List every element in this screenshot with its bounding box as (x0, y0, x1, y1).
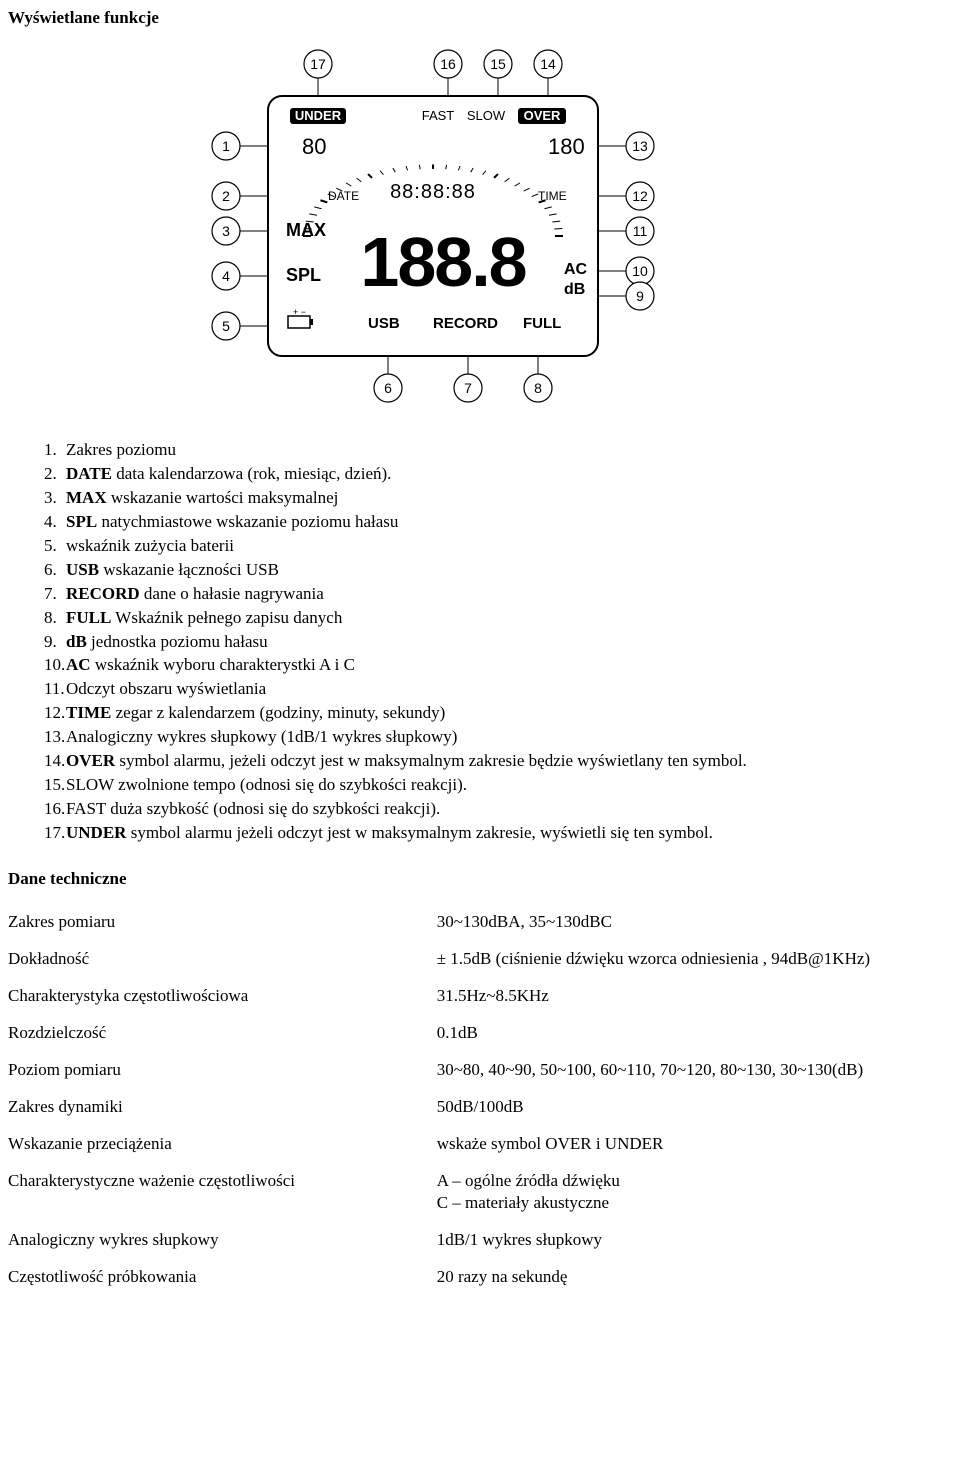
svg-text:180: 180 (548, 134, 585, 159)
functions-list: 1. Zakres poziomu2. DATE data kalendarzo… (44, 439, 940, 845)
svg-text:FULL: FULL (523, 315, 561, 332)
spec-label: Wskazanie przeciążenia (8, 1129, 437, 1166)
function-item: 6. USB wskazanie łączności USB (44, 559, 940, 582)
spec-row: Dokładność± 1.5dB (ciśnienie dźwięku wzo… (8, 944, 940, 981)
svg-text:SPL: SPL (286, 265, 321, 285)
function-item: 10. AC wskaźnik wyboru charakterystki A … (44, 654, 940, 677)
svg-text:DATE: DATE (328, 189, 359, 203)
spec-value: 50dB/100dB (437, 1092, 940, 1129)
svg-text:5: 5 (222, 318, 230, 334)
spec-label: Zakres pomiaru (8, 907, 437, 944)
function-item: 11. Odczyt obszaru wyświetlania (44, 678, 940, 701)
svg-text:9: 9 (636, 288, 644, 304)
spec-value: 20 razy na sekundę (437, 1262, 940, 1299)
spec-row: Rozdzielczość0.1dB (8, 1018, 940, 1055)
function-item: 13. Analogiczny wykres słupkowy (1dB/1 w… (44, 726, 940, 749)
svg-text:17: 17 (310, 56, 326, 72)
svg-text:88:88:88: 88:88:88 (390, 181, 476, 203)
spec-label: Analogiczny wykres słupkowy (8, 1225, 437, 1262)
svg-text:14: 14 (540, 56, 556, 72)
spec-row: Analogiczny wykres słupkowy1dB/1 wykres … (8, 1225, 940, 1262)
spec-value: 30~130dBA, 35~130dBC (437, 907, 940, 944)
svg-text:11: 11 (633, 223, 648, 239)
spec-row: Charakterystyka częstotliwościowa31.5Hz~… (8, 981, 940, 1018)
spec-value: 30~80, 40~90, 50~100, 60~110, 70~120, 80… (437, 1055, 940, 1092)
spec-label: Charakterystyka częstotliwościowa (8, 981, 437, 1018)
function-item: 4. SPL natychmiastowe wskazanie poziomu … (44, 511, 940, 534)
spec-value: 31.5Hz~8.5KHz (437, 981, 940, 1018)
svg-text:188.8: 188.8 (360, 223, 525, 301)
function-item: 17. UNDER symbol alarmu jeżeli odczyt je… (44, 822, 940, 845)
svg-text:OVER: OVER (524, 108, 561, 123)
spec-value: wskaże symbol OVER i UNDER (437, 1129, 940, 1166)
spec-row: Zakres pomiaru30~130dBA, 35~130dBC (8, 907, 940, 944)
spec-row: Poziom pomiaru30~80, 40~90, 50~100, 60~1… (8, 1055, 940, 1092)
svg-text:10: 10 (632, 263, 648, 279)
function-item: 12. TIME zegar z kalendarzem (godziny, m… (44, 702, 940, 725)
function-item: 15. SLOW zwolnione tempo (odnosi się do … (44, 774, 940, 797)
spec-label: Dokładność (8, 944, 437, 981)
function-item: 5. wskaźnik zużycia baterii (44, 535, 940, 558)
function-item: 8. FULL Wskaźnik pełnego zapisu danych (44, 607, 940, 630)
svg-text:16: 16 (440, 56, 456, 72)
spec-label: Charakterystyczne ważenie częstotliwości (8, 1166, 437, 1226)
svg-text:RECORD: RECORD (433, 315, 498, 332)
svg-text:FAST: FAST (422, 108, 455, 123)
spec-value: 0.1dB (437, 1018, 940, 1055)
function-item: 14. OVER symbol alarmu, jeżeli odczyt je… (44, 750, 940, 773)
section-title-specs: Dane techniczne (8, 869, 940, 889)
function-item: 9. dB jednostka poziomu hałasu (44, 631, 940, 654)
function-item: 7. RECORD dane o hałasie nagrywania (44, 583, 940, 606)
spec-label: Rozdzielczość (8, 1018, 437, 1055)
svg-text:AC: AC (564, 261, 588, 278)
svg-text:7: 7 (464, 380, 472, 396)
spec-value: A – ogólne źródła dźwięku C – materiały … (437, 1166, 940, 1226)
spec-table: Zakres pomiaru30~130dBA, 35~130dBCDokład… (8, 907, 940, 1299)
svg-text:1: 1 (222, 138, 230, 154)
lcd-diagram-container: UNDER FAST SLOW OVER 80 180 DATE 88:88:88 TIME MA… (168, 46, 940, 411)
svg-text:80: 80 (302, 134, 326, 159)
spec-value: ± 1.5dB (ciśnienie dźwięku wzorca odnies… (437, 944, 940, 981)
svg-text:UNDER: UNDER (295, 108, 342, 123)
svg-text:TIME: TIME (538, 189, 567, 203)
function-item: 1. Zakres poziomu (44, 439, 940, 462)
spec-label: Poziom pomiaru (8, 1055, 437, 1092)
svg-text:dB: dB (564, 281, 585, 298)
function-item: 16. FAST duża szybkość (odnosi się do sz… (44, 798, 940, 821)
svg-text:13: 13 (632, 138, 648, 154)
svg-text:SLOW: SLOW (467, 108, 506, 123)
spec-value: 1dB/1 wykres słupkowy (437, 1225, 940, 1262)
svg-text:+ −: + − (293, 307, 306, 317)
spec-row: Wskazanie przeciążeniawskaże symbol OVER… (8, 1129, 940, 1166)
svg-text:6: 6 (384, 380, 392, 396)
spec-label: Częstotliwość próbkowania (8, 1262, 437, 1299)
svg-text:MAX: MAX (286, 220, 326, 240)
spec-label: Zakres dynamiki (8, 1092, 437, 1129)
svg-text:2: 2 (222, 188, 230, 204)
svg-text:12: 12 (632, 188, 648, 204)
function-item: 2. DATE data kalendarzowa (rok, miesiąc,… (44, 463, 940, 486)
svg-text:3: 3 (222, 223, 230, 239)
section-title-functions: Wyświetlane funkcje (8, 8, 940, 28)
svg-text:15: 15 (490, 56, 506, 72)
lcd-diagram: UNDER FAST SLOW OVER 80 180 DATE 88:88:88 TIME MA… (168, 46, 688, 406)
svg-text:8: 8 (534, 380, 542, 396)
function-item: 3. MAX wskazanie wartości maksymalnej (44, 487, 940, 510)
svg-text:USB: USB (368, 315, 400, 332)
spec-row: Częstotliwość próbkowania20 razy na seku… (8, 1262, 940, 1299)
spec-row: Zakres dynamiki50dB/100dB (8, 1092, 940, 1129)
svg-text:4: 4 (222, 268, 230, 284)
spec-row: Charakterystyczne ważenie częstotliwości… (8, 1166, 940, 1226)
